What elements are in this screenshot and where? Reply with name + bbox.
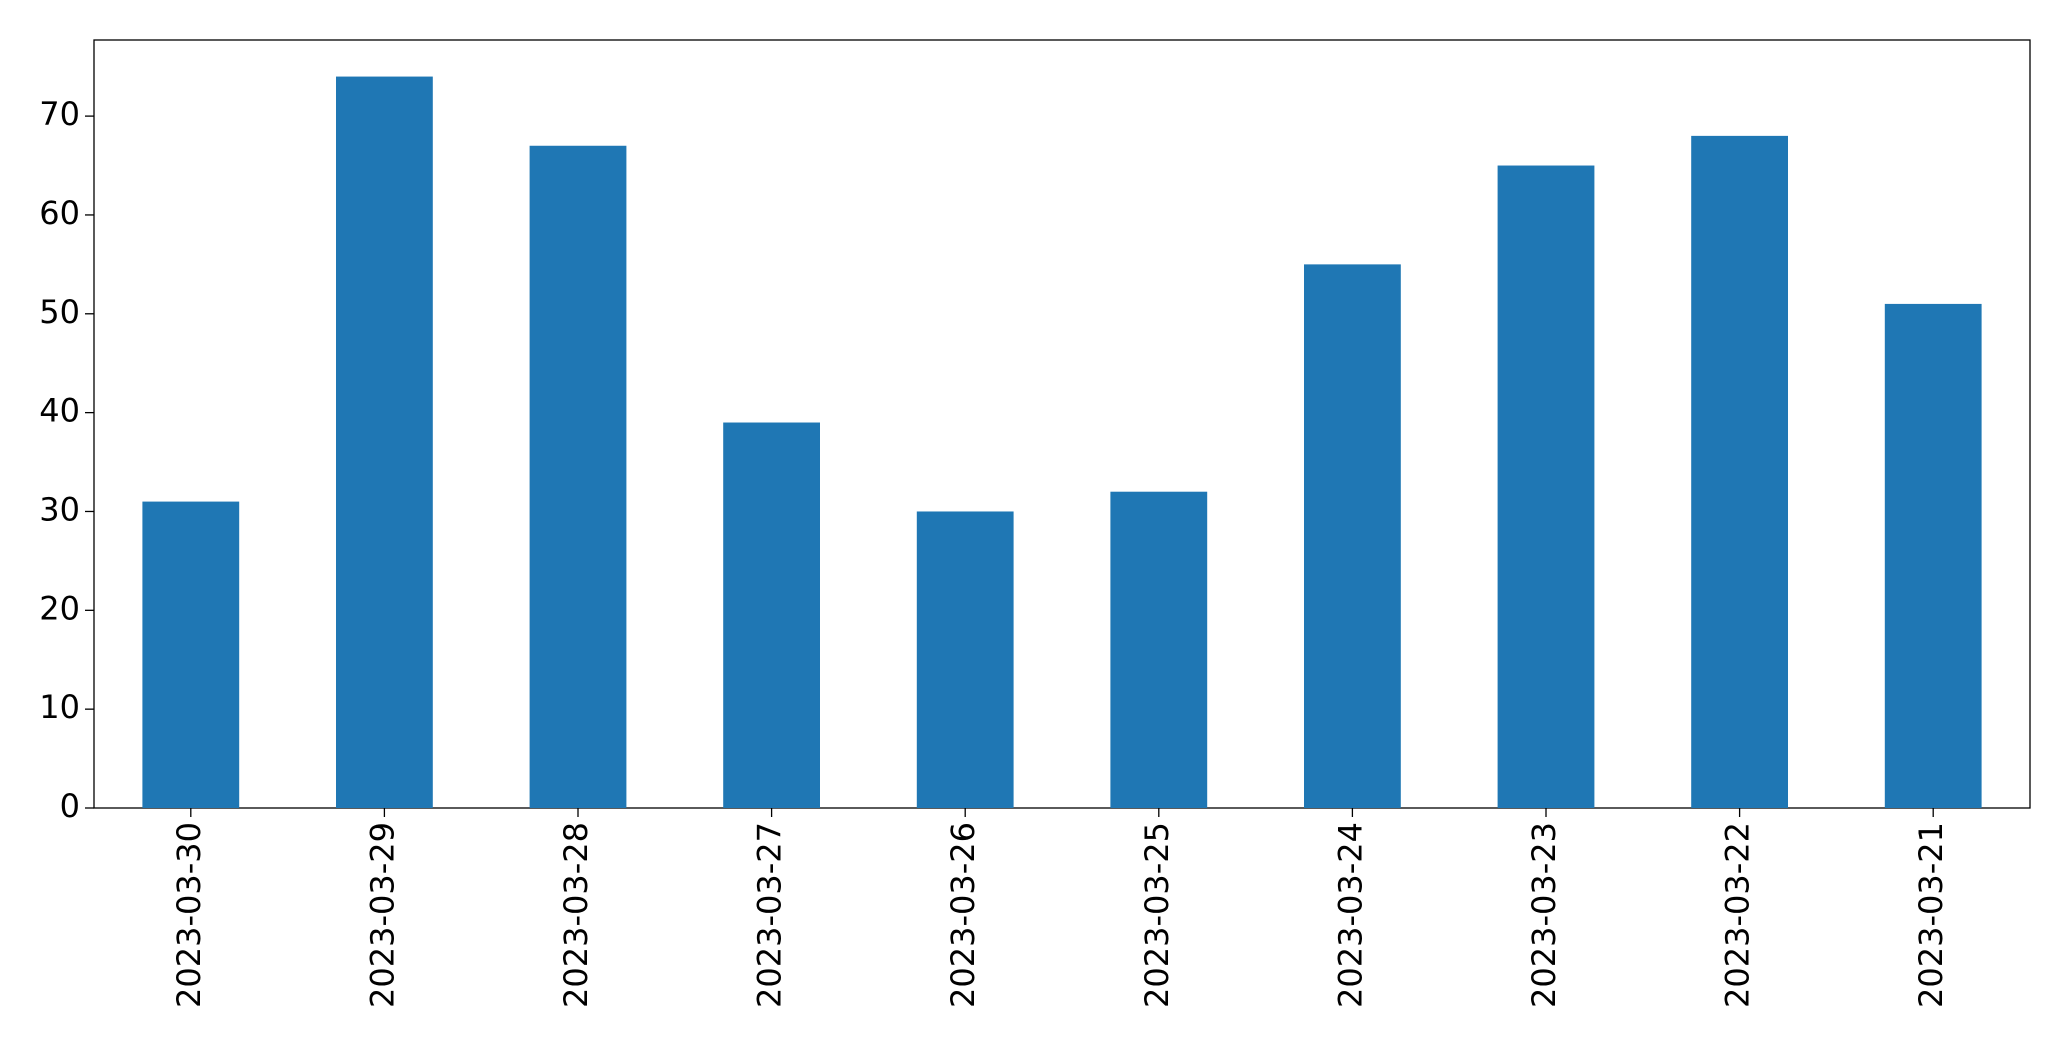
bar (142, 501, 240, 808)
x-tick-label: 2023-03-23 (1525, 822, 1563, 1008)
bar (1497, 165, 1595, 809)
bar (336, 76, 433, 809)
bar (916, 511, 1014, 808)
x-tick-label: 2023-03-24 (1331, 822, 1369, 1008)
bar (1884, 303, 1982, 808)
y-tick-label: 20 (39, 589, 80, 627)
bar (1691, 135, 1788, 808)
x-tick-label: 2023-03-21 (1912, 822, 1950, 1008)
x-tick-label: 2023-03-29 (363, 822, 401, 1008)
y-tick-label: 60 (39, 194, 80, 232)
y-tick-label: 30 (39, 490, 80, 528)
bar (1110, 491, 1208, 808)
bar (723, 422, 820, 808)
plot-frame (93, 39, 2031, 809)
x-tick-label: 2023-03-26 (944, 822, 982, 1008)
y-tick-label: 10 (39, 688, 80, 726)
bar (529, 145, 627, 808)
y-tick-label: 50 (39, 293, 80, 331)
x-tick-label: 2023-03-28 (557, 822, 595, 1008)
x-tick-label: 2023-03-27 (751, 822, 789, 1008)
y-tick-label: 40 (39, 392, 80, 430)
y-tick-label: 70 (39, 95, 80, 133)
x-tick-label: 2023-03-30 (170, 822, 208, 1008)
x-tick-label: 2023-03-22 (1719, 822, 1757, 1008)
bar (1304, 264, 1401, 808)
x-tick-label: 2023-03-25 (1138, 822, 1176, 1008)
y-tick-label: 0 (60, 787, 80, 825)
